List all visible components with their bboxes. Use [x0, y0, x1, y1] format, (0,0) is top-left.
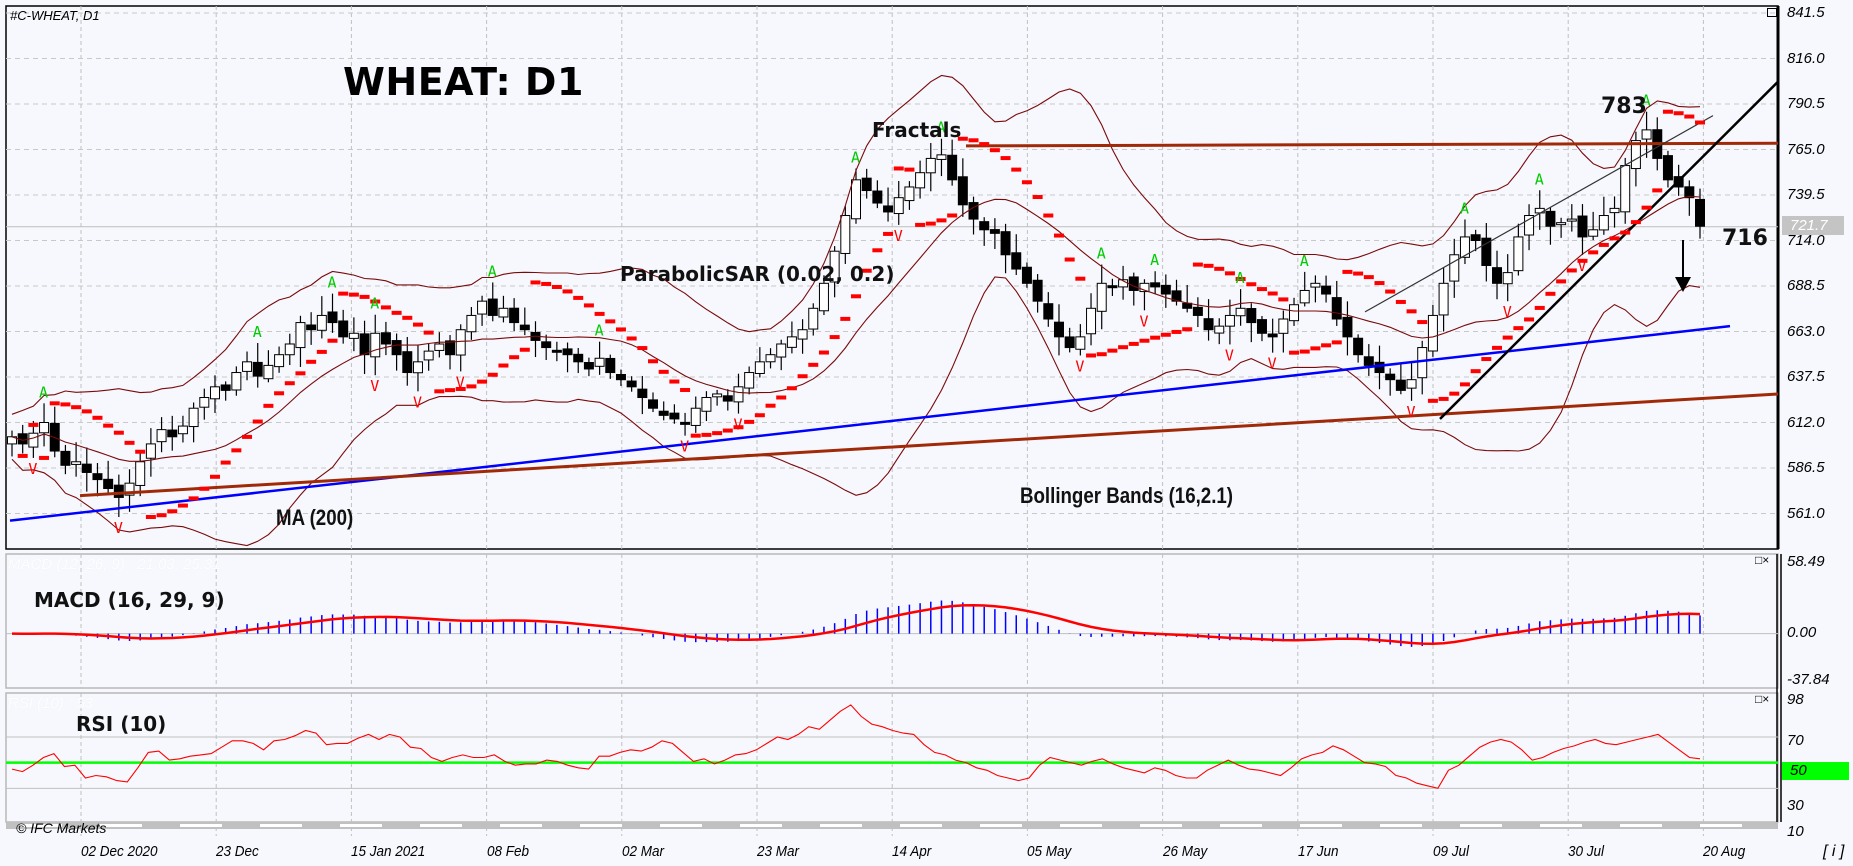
macd-axis-min: -37.84 — [1787, 671, 1830, 688]
svg-text:A: A — [328, 274, 337, 292]
symbol-label: #C-WHEAT, D1 — [10, 8, 100, 23]
time-tick: 14 Apr — [892, 843, 932, 860]
time-tick: 20 Aug — [1703, 843, 1746, 860]
price-tick: 790.5 — [1787, 95, 1825, 112]
svg-text:V: V — [1503, 303, 1512, 321]
time-tick: 17 Jun — [1297, 843, 1339, 860]
svg-text:V: V — [1225, 346, 1234, 364]
ma200-label: MA (200) — [276, 505, 354, 530]
time-tick: 02 Mar — [621, 843, 664, 860]
price-tick: 561.0 — [1787, 504, 1825, 522]
main-panel-maximize-icon[interactable] — [1767, 8, 1777, 17]
svg-text:A: A — [1535, 170, 1544, 188]
copyright-label: © IFC Markets — [16, 820, 107, 836]
macd-axis-zero: 0.00 — [1787, 624, 1817, 641]
svg-text:V: V — [680, 438, 689, 456]
rsi-axis-10: 10 — [1787, 823, 1804, 840]
price-tick: 841.5 — [1787, 4, 1825, 21]
svg-text:A: A — [488, 262, 497, 280]
macd-title: MACD (16, 29, 9) — [34, 588, 225, 612]
svg-text:A: A — [1642, 92, 1651, 110]
price-tick: 637.5 — [1787, 368, 1825, 385]
time-tick: 23 Mar — [757, 843, 800, 860]
svg-text:A: A — [851, 148, 860, 166]
svg-text:V: V — [1075, 357, 1084, 375]
svg-text:A: A — [39, 383, 48, 401]
time-tick: 05 May — [1027, 843, 1072, 860]
time-tick: 08 Feb — [486, 843, 529, 860]
svg-text:V: V — [894, 227, 903, 245]
price-tick: 663.0 — [1787, 322, 1825, 340]
time-tick: 30 Jul — [1568, 843, 1605, 860]
svg-text:A: A — [370, 295, 379, 313]
current-price-marker: 721.7 — [1782, 216, 1844, 235]
price-tick: 688.5 — [1787, 277, 1825, 294]
svg-text:V: V — [1268, 355, 1277, 373]
svg-text:A: A — [1300, 252, 1309, 270]
svg-text:A: A — [1150, 251, 1159, 269]
rsi-maximize-icon[interactable]: □ — [1755, 692, 1763, 706]
rsi-level-50-marker: 50 — [1782, 762, 1849, 780]
price-tick: 714.0 — [1787, 231, 1825, 249]
price-tick: 612.0 — [1787, 413, 1825, 431]
rsi-legend-faint: RSI (10) : 53 — [8, 695, 94, 712]
parabolic-sar-label: ParabolicSAR (0.02, 0.2) — [620, 262, 895, 286]
time-tick: 09 Jul — [1433, 843, 1470, 860]
rsi-title: RSI (10) — [76, 712, 167, 736]
svg-text:V: V — [733, 416, 742, 434]
macd-legend-faint: MACD (12, 26, 9) : 21.03, 25.31 — [8, 556, 221, 573]
candles — [7, 111, 1705, 517]
rsi-axis-98: 98 — [1787, 691, 1804, 708]
svg-text:V: V — [114, 519, 123, 537]
svg-text:V: V — [28, 460, 37, 478]
chart-title: WHEAT: D1 — [343, 60, 584, 104]
rsi-axis-30: 30 — [1787, 797, 1804, 814]
support-price-label: 716 — [1722, 226, 1768, 251]
info-button[interactable]: [ i ] — [1823, 843, 1845, 860]
svg-text:A: A — [595, 322, 604, 340]
price-tick: 586.5 — [1787, 459, 1825, 476]
svg-text:A: A — [253, 323, 262, 341]
svg-text:V: V — [1407, 403, 1416, 421]
time-tick: 02 Dec 2020 — [81, 843, 158, 860]
fractals-label: Fractals — [872, 118, 962, 142]
rsi-axis-70: 70 — [1787, 732, 1804, 749]
svg-text:A: A — [936, 119, 945, 137]
svg-text:A: A — [1097, 245, 1106, 263]
svg-text:A: A — [1460, 199, 1469, 217]
macd-close-icon[interactable]: × — [1762, 553, 1770, 567]
time-tick: 15 Jan 2021 — [351, 843, 426, 860]
bollinger-label: Bollinger Bands (16,2.1) — [1020, 483, 1234, 508]
svg-text:V: V — [370, 377, 379, 395]
price-tick: 739.5 — [1787, 186, 1825, 203]
rsi-panel-controls[interactable]: □× — [1755, 692, 1769, 706]
resistance-price-label: 783 — [1601, 94, 1647, 119]
macd-axis-max: 58.49 — [1787, 553, 1825, 570]
svg-text:V: V — [413, 393, 422, 411]
macd-panel-controls[interactable]: □× — [1755, 553, 1769, 567]
time-tick: 26 May — [1162, 843, 1207, 860]
rsi-close-icon[interactable]: × — [1762, 692, 1770, 706]
svg-text:V: V — [456, 373, 465, 391]
svg-text:V: V — [1577, 257, 1586, 275]
time-tick: 23 Dec — [216, 843, 259, 860]
price-tick: 816.0 — [1787, 49, 1825, 67]
price-tick: 765.0 — [1787, 140, 1825, 158]
svg-text:V: V — [1139, 312, 1148, 330]
macd-maximize-icon[interactable]: □ — [1755, 553, 1763, 567]
svg-text:A: A — [1236, 269, 1245, 287]
